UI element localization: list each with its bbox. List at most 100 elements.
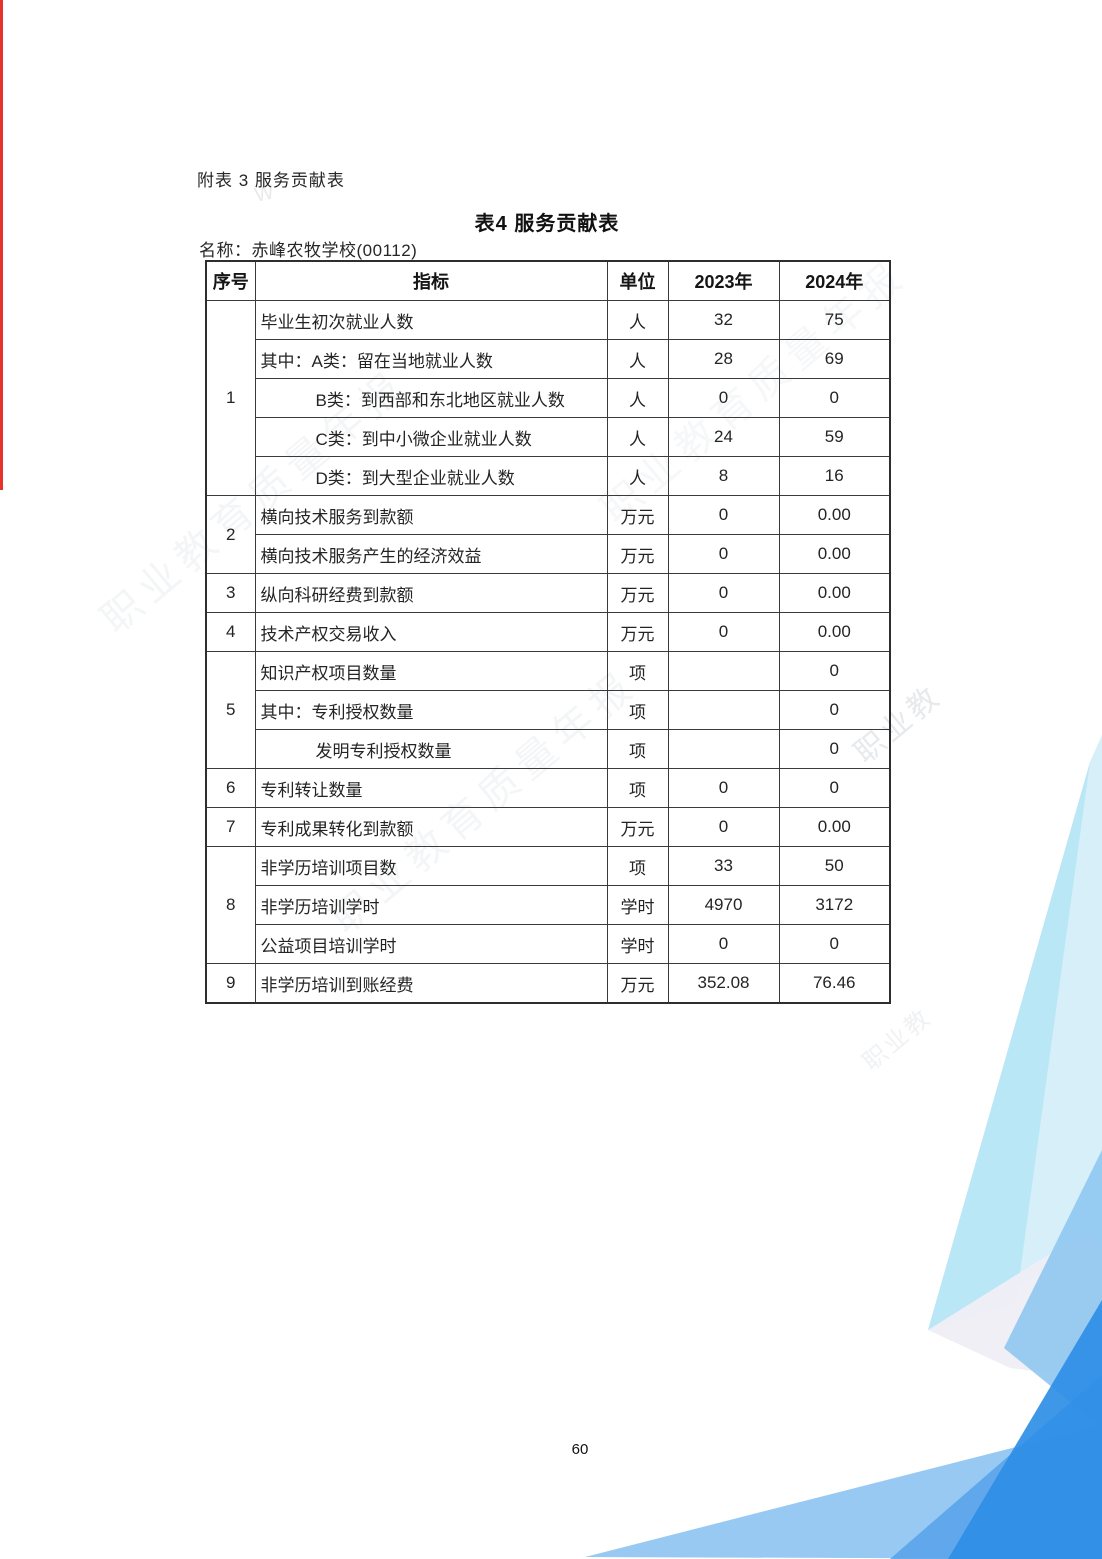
school-name-line: 名称：赤峰农牧学校(00112) — [199, 241, 418, 260]
cell-seq-number: 4 — [205, 612, 256, 652]
decoration-triangle — [948, 1300, 1102, 1559]
cell-seq-number: 3 — [205, 573, 256, 613]
cell-unit: 学时 — [606, 924, 669, 964]
cell-value-2024: 0 — [778, 924, 891, 964]
cell-unit: 项 — [606, 690, 669, 730]
decoration-triangle — [928, 735, 1102, 1330]
table-row: 9 非学历培训到账经费 万元 352.08 76.46 — [205, 963, 891, 1004]
cell-value-2023: 0 — [667, 573, 780, 613]
cell-value-2023: 0 — [667, 534, 780, 574]
header-2023: 2023年 — [667, 260, 780, 301]
cell-value-2023: 0 — [667, 495, 780, 535]
cell-unit: 人 — [606, 417, 669, 457]
cell-value-2023: 352.08 — [667, 963, 780, 1004]
cell-unit: 万元 — [606, 573, 669, 613]
cell-value-2023: 4970 — [667, 885, 780, 925]
cell-indicator: 公益项目培训学时 — [254, 924, 608, 964]
appendix-label: 附表 3 服务贡献表 — [197, 171, 345, 190]
header-2024: 2024年 — [778, 260, 891, 301]
cell-value-2024: 75 — [778, 300, 891, 340]
data-table: 序号 指标 单位 2023年 2024年 1 毕业生初次就业人数人 32 75 其中：A… — [205, 260, 891, 1004]
cell-indicator: D类：到大型企业就业人数 — [254, 456, 608, 496]
cell-unit: 项 — [606, 768, 669, 808]
cell-indicator: C类：到中小微企业就业人数 — [254, 417, 608, 457]
cell-value-2024: 59 — [778, 417, 891, 457]
cell-unit: 人 — [606, 378, 669, 418]
cell-indicator: 发明专利授权数量 — [254, 729, 608, 769]
table-title: 表4 服务贡献表 — [474, 213, 620, 235]
page-number: 60 — [571, 1441, 589, 1458]
table-row: B类：到西部和东北地区就业人数人 0 0 — [206, 378, 891, 418]
cell-seq-number: 6 — [205, 768, 256, 808]
cell-value-2023: 0 — [667, 378, 780, 418]
table-row: 2 横向技术服务到款额 万元 0 0.00 — [205, 495, 891, 574]
cell-indicator: 纵向科研经费到款额 — [254, 573, 608, 613]
table-row: 其中：专利授权数量项 0 — [206, 690, 891, 730]
service-contribution-table: 序号 指标 单位 2023年 2024年 1 毕业生初次就业人数人 32 75 其中：A… — [205, 260, 891, 1004]
cell-value-2024: 0.00 — [778, 495, 891, 535]
cell-unit: 万元 — [606, 495, 669, 535]
cell-value-2024: 0 — [778, 651, 891, 691]
table-row: 1 毕业生初次就业人数人 32 75 — [205, 300, 891, 496]
cell-value-2024: 3172 — [778, 885, 891, 925]
cell-value-2024: 0.00 — [778, 807, 891, 847]
cell-value-2023: 0 — [667, 612, 780, 652]
cell-unit: 万元 — [606, 612, 669, 652]
cell-indicator: B类：到西部和东北地区就业人数 — [254, 378, 608, 418]
cell-value-2023 — [667, 690, 780, 730]
cell-value-2023: 32 — [667, 300, 780, 340]
cell-value-2024: 69 — [778, 339, 891, 379]
cell-value-2024: 0 — [778, 729, 891, 769]
red-margin-line — [0, 0, 3, 490]
cell-unit: 人 — [606, 300, 669, 340]
table-row: 7 专利成果转化到款额 万元 0 0.00 — [205, 807, 891, 847]
cell-value-2023: 24 — [667, 417, 780, 457]
cell-value-2024: 0.00 — [778, 534, 891, 574]
table-row: 非学历培训学时 学时 4970 3172 — [206, 885, 891, 925]
cell-unit: 万元 — [606, 807, 669, 847]
cell-unit: 人 — [606, 456, 669, 496]
cell-seq-number: 5 — [205, 651, 256, 769]
cell-value-2023: 28 — [667, 339, 780, 379]
table-row: 横向技术服务产生的经济效益 万元 0 0.00 — [206, 534, 891, 574]
cell-indicator: 非学历培训到账经费 — [254, 963, 608, 1004]
decoration-triangle — [928, 1230, 1102, 1380]
table-row: 4 技术产权交易收入 万元 0 0.00 — [205, 612, 891, 652]
cell-unit: 项 — [606, 651, 669, 691]
cell-indicator: 非学历培训项目数 — [254, 846, 608, 886]
table-row: 8 非学历培训项目数项 33 50 — [205, 846, 891, 964]
table-row: 发明专利授权数量项 0 — [206, 729, 891, 769]
cell-value-2023: 0 — [667, 924, 780, 964]
cell-indicator: 横向技术服务到款额 — [254, 495, 608, 535]
cell-value-2023: 8 — [667, 456, 780, 496]
cell-value-2024: 76.46 — [778, 963, 891, 1004]
cell-indicator: 横向技术服务产生的经济效益 — [254, 534, 608, 574]
cell-seq-number: 1 — [205, 300, 256, 496]
cell-indicator: 其中：专利授权数量 — [254, 690, 608, 730]
cell-unit: 万元 — [606, 963, 669, 1004]
cell-value-2023: 0 — [667, 807, 780, 847]
cell-value-2024: 0 — [778, 690, 891, 730]
cell-indicator: 技术产权交易收入 — [254, 612, 608, 652]
cell-seq-number: 9 — [205, 963, 256, 1004]
cell-indicator: 其中：A类：留在当地就业人数 — [254, 339, 608, 379]
table-row: D类：到大型企业就业人数人 8 16 — [206, 456, 891, 496]
cell-value-2023 — [667, 651, 780, 691]
cell-seq-number: 7 — [205, 807, 256, 847]
table-row: 3 纵向科研经费到款额 万元 0 0.00 — [205, 573, 891, 613]
table-row: 其中：A类：留在当地就业人数人 28 69 — [206, 339, 891, 379]
watermark-fragment: 职业教 — [857, 1003, 938, 1077]
cell-value-2024: 0.00 — [778, 612, 891, 652]
cell-indicator: 专利转让数量 — [254, 768, 608, 808]
cell-value-2024: 0.00 — [778, 573, 891, 613]
cell-value-2023: 33 — [667, 846, 780, 886]
cell-value-2024: 0 — [778, 768, 891, 808]
cell-unit: 学时 — [606, 885, 669, 925]
header-seq: 序号 — [205, 260, 256, 301]
cell-unit: 项 — [606, 846, 669, 886]
table-row: 6 专利转让数量项 0 0 — [205, 768, 891, 808]
table-row: 5 知识产权项目数量项 0 — [205, 651, 891, 769]
cell-unit: 项 — [606, 729, 669, 769]
header-indicator: 指标 — [254, 260, 608, 301]
